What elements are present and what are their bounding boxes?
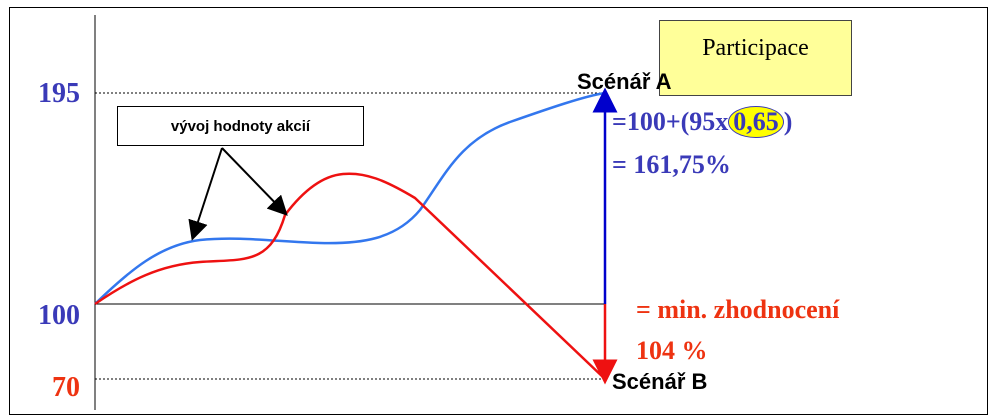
legend-pointer-red <box>221 147 288 216</box>
formula-result: = 161,75% <box>612 150 731 179</box>
minimum-return-value: 104 % <box>636 336 708 365</box>
participation-callout: Participace <box>659 20 852 96</box>
participation-highlight: 0,65 <box>728 106 784 138</box>
formula-expression: =100+(95x 0,65) <box>612 106 792 138</box>
formula-suffix: ) <box>783 107 793 136</box>
series-red-line <box>94 172 606 380</box>
scenario-b-label: Scénář B <box>612 369 708 394</box>
diagram-frame <box>9 7 988 415</box>
y-tick-70: 70 <box>52 372 80 403</box>
minimum-return-label: = min. zhodnocení <box>636 295 840 324</box>
y-tick-195: 195 <box>38 78 80 109</box>
scenario-a-label: Scénář A <box>577 69 672 94</box>
y-tick-100: 100 <box>38 300 80 331</box>
legend-label: vývoj hodnoty akcií <box>117 106 364 146</box>
formula-prefix: =100+(95x <box>612 107 729 136</box>
legend-pointer-blue <box>188 147 223 241</box>
series-blue-line <box>94 91 606 305</box>
callout-label: Participace <box>702 35 809 61</box>
